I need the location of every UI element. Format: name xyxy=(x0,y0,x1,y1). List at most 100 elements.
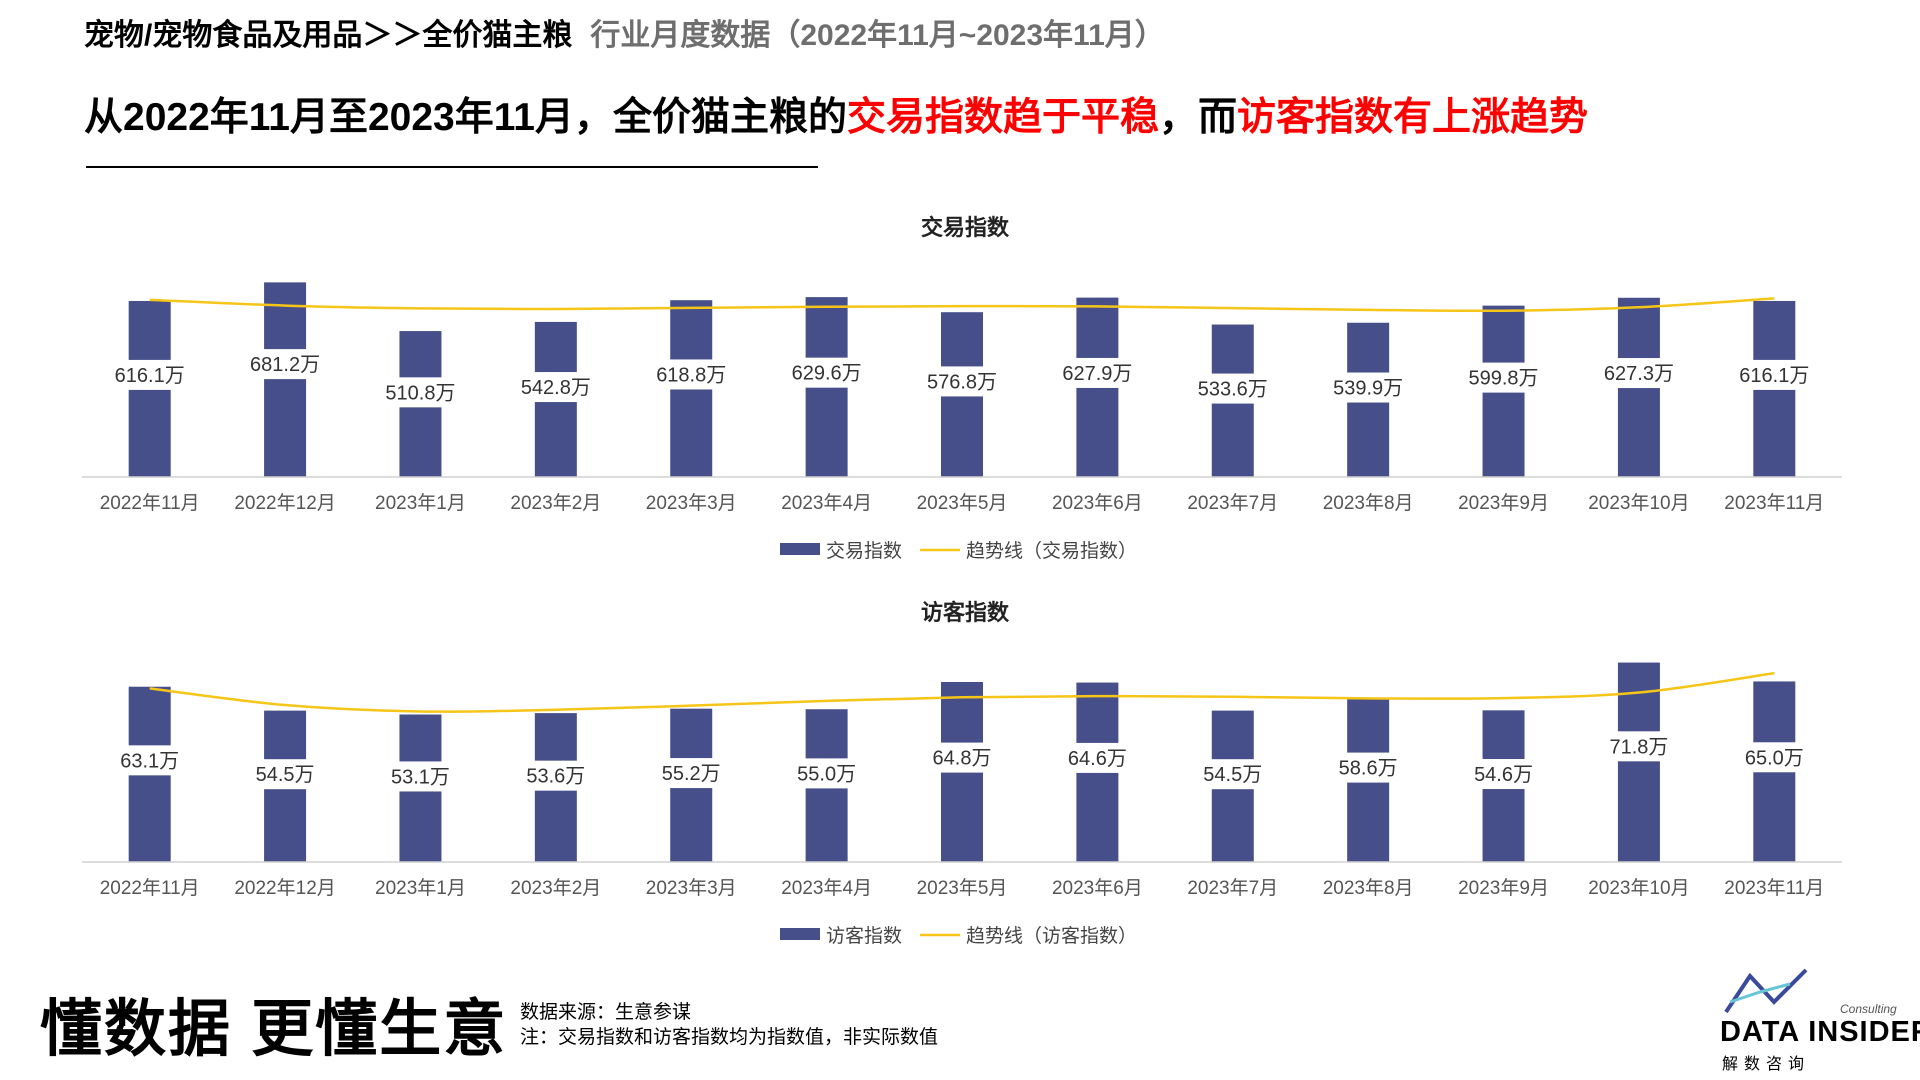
headline-highlight-visitor: 访客指数有上涨趋势 xyxy=(1237,96,1589,139)
x-tick-label: 2023年11月 xyxy=(1724,492,1824,514)
x-tick-label: 2023年1月 xyxy=(375,877,466,899)
data-label-box xyxy=(1596,731,1681,762)
data-label-box xyxy=(649,359,734,390)
data-label-box xyxy=(920,366,1004,397)
x-tick-label: 2023年3月 xyxy=(646,492,737,514)
data-label: 599.8万 xyxy=(1469,368,1539,390)
data-label: 533.6万 xyxy=(1198,379,1268,401)
data-label: 629.6万 xyxy=(792,363,862,385)
x-tick-label: 2022年12月 xyxy=(234,877,335,899)
x-tick-label: 2022年11月 xyxy=(100,877,200,899)
data-label: 510.8万 xyxy=(385,382,455,404)
data-label: 616.1万 xyxy=(115,365,185,387)
data-label-box xyxy=(243,349,328,380)
data-label: 54.5万 xyxy=(256,764,315,786)
note: 注：交易指数和访客指数均为指数值，非实际数值 xyxy=(520,1027,939,1048)
data-label-box xyxy=(1732,742,1817,773)
data-label-box xyxy=(1326,752,1411,783)
legend-bar-swatch xyxy=(780,928,820,940)
x-tick-label: 2023年9月 xyxy=(1458,877,1549,899)
data-label: 542.8万 xyxy=(521,377,591,399)
x-tick-label: 2023年11月 xyxy=(1724,877,1824,899)
data-label-box xyxy=(1055,357,1140,388)
data-label: 54.5万 xyxy=(1203,764,1262,786)
x-tick-label: 2023年9月 xyxy=(1458,492,1549,514)
data-label-box xyxy=(107,359,192,390)
legend-trend-label: 趋势线（交易指数） xyxy=(966,540,1137,562)
visitor-index-chart: 访客指数 63.1万 54.5万 53.1万 53.6万 55.2万 55.0万 64.8万 6… xyxy=(0,590,1920,960)
headline-part1: 从2022年11月至2023年11月，全价猫主粮的 xyxy=(84,96,847,139)
logo-subtitle: 解数咨询 xyxy=(1722,1056,1811,1073)
data-label-box xyxy=(378,761,463,792)
x-tick-label: 2023年4月 xyxy=(781,877,872,899)
legend-bar-label: 交易指数 xyxy=(826,540,902,562)
data-label-box xyxy=(1461,759,1546,790)
x-tick-label: 2023年5月 xyxy=(917,492,1008,514)
data-label-box xyxy=(1461,362,1546,393)
data-label: 65.0万 xyxy=(1745,747,1804,769)
chart-title: 交易指数 xyxy=(921,215,1010,240)
data-label: 53.6万 xyxy=(526,766,585,788)
x-tick-label: 2023年6月 xyxy=(1052,877,1143,899)
page-header: 宠物/宠物食品及用品＞＞全价猫主粮 行业月度数据（2022年11月~2023年11… xyxy=(84,10,1165,54)
x-tick-label: 2022年12月 xyxy=(234,492,335,514)
data-label: 71.8万 xyxy=(1609,736,1668,758)
page-subtitle: 行业月度数据（2022年11月~2023年11月） xyxy=(590,19,1165,52)
headline-highlight-transaction: 交易指数趋于平稳 xyxy=(846,96,1159,139)
data-label-box xyxy=(1190,373,1275,404)
source-notes: 数据来源：生意参谋 注：交易指数和访客指数均为指数值，非实际数值 xyxy=(520,1000,938,1050)
trend-line xyxy=(149,671,1775,713)
x-tick-label: 2023年10月 xyxy=(1588,877,1689,899)
data-label: 627.9万 xyxy=(1062,363,1132,385)
data-label-box xyxy=(243,759,328,790)
x-tick-label: 2023年4月 xyxy=(781,492,872,514)
data-label: 681.2万 xyxy=(250,354,320,376)
slogan: 懂数据 更懂生意 xyxy=(40,995,508,1064)
data-label-box xyxy=(1596,358,1681,389)
x-tick-label: 2023年8月 xyxy=(1323,492,1414,514)
x-tick-label: 2022年11月 xyxy=(100,492,200,514)
trend-line xyxy=(149,297,1775,313)
headline-part3: ，而 xyxy=(1159,96,1238,139)
legend-bar-label: 访客指数 xyxy=(826,925,902,947)
bar xyxy=(1617,662,1660,862)
data-label: 539.9万 xyxy=(1333,378,1403,400)
x-tick-label: 2023年7月 xyxy=(1187,492,1278,514)
data-label-box xyxy=(920,742,1004,773)
data-label: 64.8万 xyxy=(933,748,992,770)
logo-name: DATA INSIDER xyxy=(1720,1016,1920,1048)
breadcrumb: 宠物/宠物食品及用品＞＞全价猫主粮 xyxy=(84,19,573,52)
data-label: 576.8万 xyxy=(927,371,997,393)
data-label: 55.0万 xyxy=(797,763,856,785)
bar xyxy=(264,282,307,477)
transaction-index-chart: 交易指数 616.1万 681.2万 510.8万 542.8万 618.8万 629.6万… xyxy=(0,205,1920,575)
data-source: 数据来源：生意参谋 xyxy=(520,1002,692,1023)
data-label: 618.8万 xyxy=(656,364,726,386)
x-tick-label: 2023年10月 xyxy=(1588,492,1689,514)
data-label-box xyxy=(1055,742,1140,773)
data-label-box xyxy=(1190,759,1275,790)
data-label: 64.6万 xyxy=(1068,748,1127,770)
x-tick-label: 2023年2月 xyxy=(510,492,601,514)
data-label-box xyxy=(1326,372,1411,403)
transaction-index-svg: 交易指数 616.1万 681.2万 510.8万 542.8万 618.8万 629.6万… xyxy=(82,215,1842,562)
data-label-box xyxy=(107,745,192,776)
data-label: 616.1万 xyxy=(1739,365,1809,387)
data-label: 58.6万 xyxy=(1339,758,1398,780)
legend-bar-swatch xyxy=(780,543,820,555)
data-label: 53.1万 xyxy=(391,766,450,788)
data-label: 627.3万 xyxy=(1604,363,1674,385)
data-label-box xyxy=(513,372,598,403)
x-tick-label: 2023年1月 xyxy=(375,492,466,514)
data-label-box xyxy=(784,758,869,789)
logo-consulting: Consulting xyxy=(1840,1002,1897,1016)
data-label: 63.1万 xyxy=(120,750,179,772)
data-insider-logo-icon xyxy=(1724,968,1808,1014)
visitor-index-svg: 访客指数 63.1万 54.5万 53.1万 53.6万 55.2万 55.0万 64.8万 6… xyxy=(82,600,1842,947)
x-tick-label: 2023年5月 xyxy=(917,877,1008,899)
data-label-box xyxy=(649,758,734,789)
data-label-box xyxy=(513,760,598,791)
data-label-box xyxy=(1732,359,1817,390)
header-divider xyxy=(86,166,818,168)
data-label: 54.6万 xyxy=(1474,764,1533,786)
